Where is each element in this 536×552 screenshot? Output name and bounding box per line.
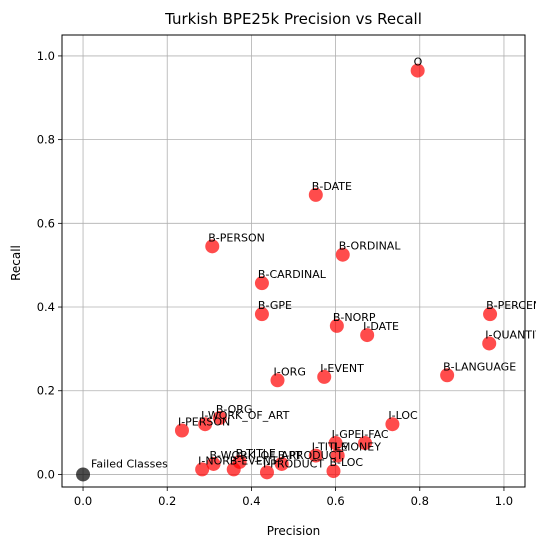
data-point [328, 436, 343, 451]
x-tick-label: 0.6 [326, 494, 344, 508]
data-point [308, 448, 323, 463]
data-point-label: I-TITLE [312, 441, 348, 454]
data-point-label: I-WORK_OF_ART [201, 409, 290, 422]
axis-ticks: 0.0 0.2 0.4 0.6 0.8 1.0 0.0 0.2 0.4 0.6 0.8 1.0 [37, 49, 513, 508]
data-point [317, 369, 332, 384]
data-point [360, 328, 375, 343]
data-point [259, 465, 274, 480]
data-point [205, 239, 220, 254]
x-tick-label: 0.2 [158, 494, 176, 508]
point-labels: O B-DATE B-PERSON B-ORDINAL B-CARDINAL B-GPE B… [91, 56, 536, 471]
data-point [440, 368, 455, 383]
data-point-label: I-DATE [363, 320, 399, 333]
y-tick-label: 0.2 [37, 384, 55, 398]
data-point-label: B-WORK_OF_ART [210, 449, 303, 462]
data-point [206, 456, 221, 471]
grid-lines [62, 35, 525, 487]
data-point-label: B-DATE [312, 180, 352, 193]
data-point [274, 456, 289, 471]
data-point-label: B-LOC [329, 456, 363, 469]
data-point-label: O [414, 56, 423, 69]
data-point [226, 462, 241, 477]
data-point-label: B-GPE [258, 299, 292, 312]
data-point-label: I-GPE [332, 428, 362, 441]
data-point-label: I-EVENT [320, 362, 364, 375]
data-point-label: B-LANGUAGE [443, 360, 516, 373]
data-point-label: I-FAC [361, 428, 389, 441]
data-point [270, 373, 285, 388]
x-tick-label: 0.4 [242, 494, 260, 508]
data-point-label: I-PRODUCT [263, 457, 324, 470]
data-point [410, 63, 425, 78]
data-point [358, 436, 373, 451]
y-tick-label: 0.0 [37, 467, 55, 481]
data-point [326, 464, 341, 479]
x-axis-label: Precision [267, 524, 321, 538]
data-point-label: I-QUANTITY [485, 328, 536, 341]
data-point-label: I-ORG [274, 365, 306, 378]
data-point-label: B-TITLE [236, 447, 276, 460]
failed-classes-label: Failed Classes [91, 457, 168, 470]
data-point-label: B-PERCENT [486, 299, 536, 312]
data-point [483, 307, 498, 322]
data-point [254, 307, 269, 322]
failed-classes-point [76, 467, 91, 482]
data-point-label: B-NORP [333, 311, 376, 324]
data-point [198, 417, 213, 432]
data-point [174, 423, 189, 438]
plot-frame [61, 34, 526, 488]
data-point [330, 448, 345, 463]
data-point [482, 336, 497, 351]
y-tick-label: 0.4 [37, 300, 55, 314]
data-point [212, 410, 227, 425]
y-axis-label: Recall [9, 245, 23, 281]
data-point [329, 318, 344, 333]
chart-title: Turkish BPE25k Precision vs Recall [164, 10, 422, 28]
data-point-label: B-ORG [216, 403, 253, 416]
data-points [76, 63, 498, 482]
data-point-label: B-CARDINAL [258, 268, 327, 281]
y-tick-label: 1.0 [37, 49, 55, 63]
data-point-label: B-PRODUCT [278, 449, 344, 462]
data-point-label: B-PERSON [208, 231, 265, 244]
data-point-label: B-EVENT [230, 454, 278, 467]
data-point-label: B-ORDINAL [339, 240, 402, 253]
x-tick-label: 1.0 [495, 494, 513, 508]
data-point-label: I-LOC [388, 409, 418, 422]
data-point [335, 247, 350, 262]
data-point [308, 187, 323, 202]
data-point-label: I-PERSON [178, 416, 230, 429]
data-point-label: I-NORP [198, 454, 237, 467]
y-tick-label: 0.8 [37, 133, 55, 147]
data-point [385, 417, 400, 432]
x-tick-label: 0.0 [74, 494, 92, 508]
data-point [254, 276, 269, 291]
x-tick-label: 0.8 [411, 494, 429, 508]
data-point-label: I-MONEY [334, 441, 382, 454]
y-tick-label: 0.6 [37, 216, 55, 230]
data-point [195, 462, 210, 477]
